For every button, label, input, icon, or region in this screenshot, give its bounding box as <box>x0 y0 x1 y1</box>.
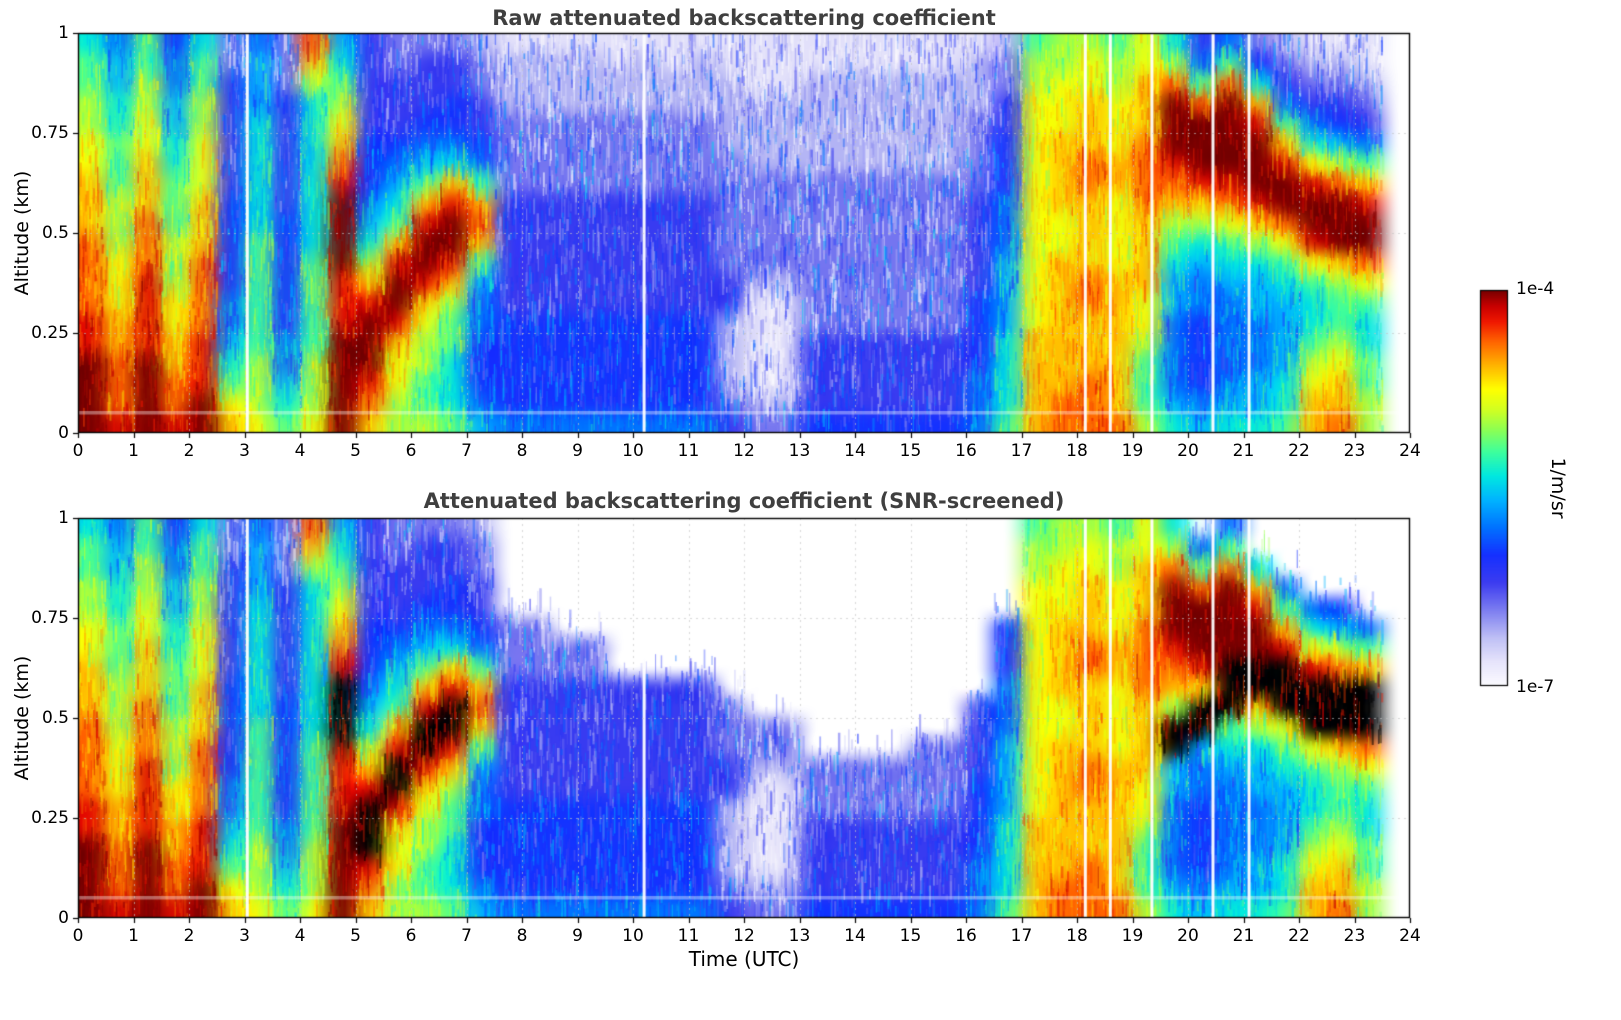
panel1-y-axis-label: Altitude (km) <box>11 170 33 296</box>
x-tick-label: 3 <box>239 926 250 946</box>
y-tick-label: 0.25 <box>31 323 69 343</box>
x-tick-label: 9 <box>572 926 583 946</box>
x-tick-label: 14 <box>844 926 866 946</box>
x-tick-label: 10 <box>622 441 644 461</box>
panel2-title: Attenuated backscattering coefficient (S… <box>423 489 1065 513</box>
y-tick-label: 0.75 <box>31 123 69 143</box>
x-tick-label: 14 <box>844 441 866 461</box>
x-tick-label: 11 <box>677 441 700 461</box>
x-tick-label: 6 <box>405 926 417 946</box>
x-tick-label: 2 <box>183 441 195 461</box>
y-tick-label: 0 <box>58 908 69 928</box>
colorbar-max-label: 1e-4 <box>1516 279 1555 299</box>
x-tick-label: 15 <box>899 441 922 461</box>
x-tick-label: 17 <box>1010 926 1033 946</box>
x-axis-label: Time (UTC) <box>688 947 800 971</box>
x-tick-label: 2 <box>183 926 195 946</box>
x-tick-label: 19 <box>1121 926 1144 946</box>
x-tick-label: 0 <box>72 926 84 946</box>
y-tick-label: 1 <box>58 508 69 528</box>
x-tick-label: 18 <box>1066 441 1088 461</box>
x-tick-label: 22 <box>1288 926 1310 946</box>
y-tick-label: 0.25 <box>31 808 69 828</box>
x-tick-label: 6 <box>405 441 417 461</box>
x-tick-label: 5 <box>350 441 361 461</box>
x-tick-label: 20 <box>1177 926 1199 946</box>
x-tick-label: 9 <box>572 441 583 461</box>
x-tick-label: 16 <box>955 441 977 461</box>
x-tick-label: 24 <box>1399 926 1421 946</box>
x-tick-label: 22 <box>1288 441 1310 461</box>
x-tick-label: 8 <box>516 441 528 461</box>
y-tick-label: 0.5 <box>41 223 69 243</box>
x-tick-label: 3 <box>239 441 250 461</box>
panel2-y-axis-label: Altitude (km) <box>11 655 33 781</box>
x-tick-label: 16 <box>955 926 977 946</box>
x-tick-label: 24 <box>1399 441 1421 461</box>
x-tick-label: 23 <box>1343 441 1366 461</box>
x-tick-label: 12 <box>733 926 755 946</box>
x-tick-label: 7 <box>461 926 472 946</box>
x-tick-label: 21 <box>1232 441 1255 461</box>
x-tick-label: 4 <box>294 441 306 461</box>
x-tick-label: 1 <box>128 441 139 461</box>
x-tick-label: 4 <box>294 926 306 946</box>
x-tick-label: 21 <box>1232 926 1255 946</box>
x-tick-label: 20 <box>1177 441 1199 461</box>
x-tick-label: 8 <box>516 926 528 946</box>
x-tick-label: 17 <box>1010 441 1033 461</box>
x-tick-label: 7 <box>461 441 472 461</box>
x-tick-label: 10 <box>622 926 644 946</box>
y-tick-label: 0.5 <box>41 708 69 728</box>
x-tick-label: 5 <box>350 926 361 946</box>
colorbar-unit-label: 1/m/sr <box>1547 457 1569 519</box>
x-tick-label: 12 <box>733 441 755 461</box>
y-tick-label: 0 <box>58 423 69 443</box>
x-tick-label: 13 <box>788 926 811 946</box>
x-tick-label: 23 <box>1343 926 1366 946</box>
panel1-title: Raw attenuated backscattering coefficien… <box>492 6 996 30</box>
x-tick-label: 13 <box>788 441 811 461</box>
colorbar-min-label: 1e-7 <box>1516 677 1555 697</box>
x-tick-label: 15 <box>899 926 922 946</box>
x-tick-label: 1 <box>128 926 139 946</box>
x-tick-label: 0 <box>72 441 84 461</box>
y-tick-label: 1 <box>58 23 69 43</box>
y-tick-label: 0.75 <box>31 608 69 628</box>
x-tick-label: 19 <box>1121 441 1144 461</box>
x-tick-label: 11 <box>677 926 700 946</box>
x-tick-label: 18 <box>1066 926 1088 946</box>
